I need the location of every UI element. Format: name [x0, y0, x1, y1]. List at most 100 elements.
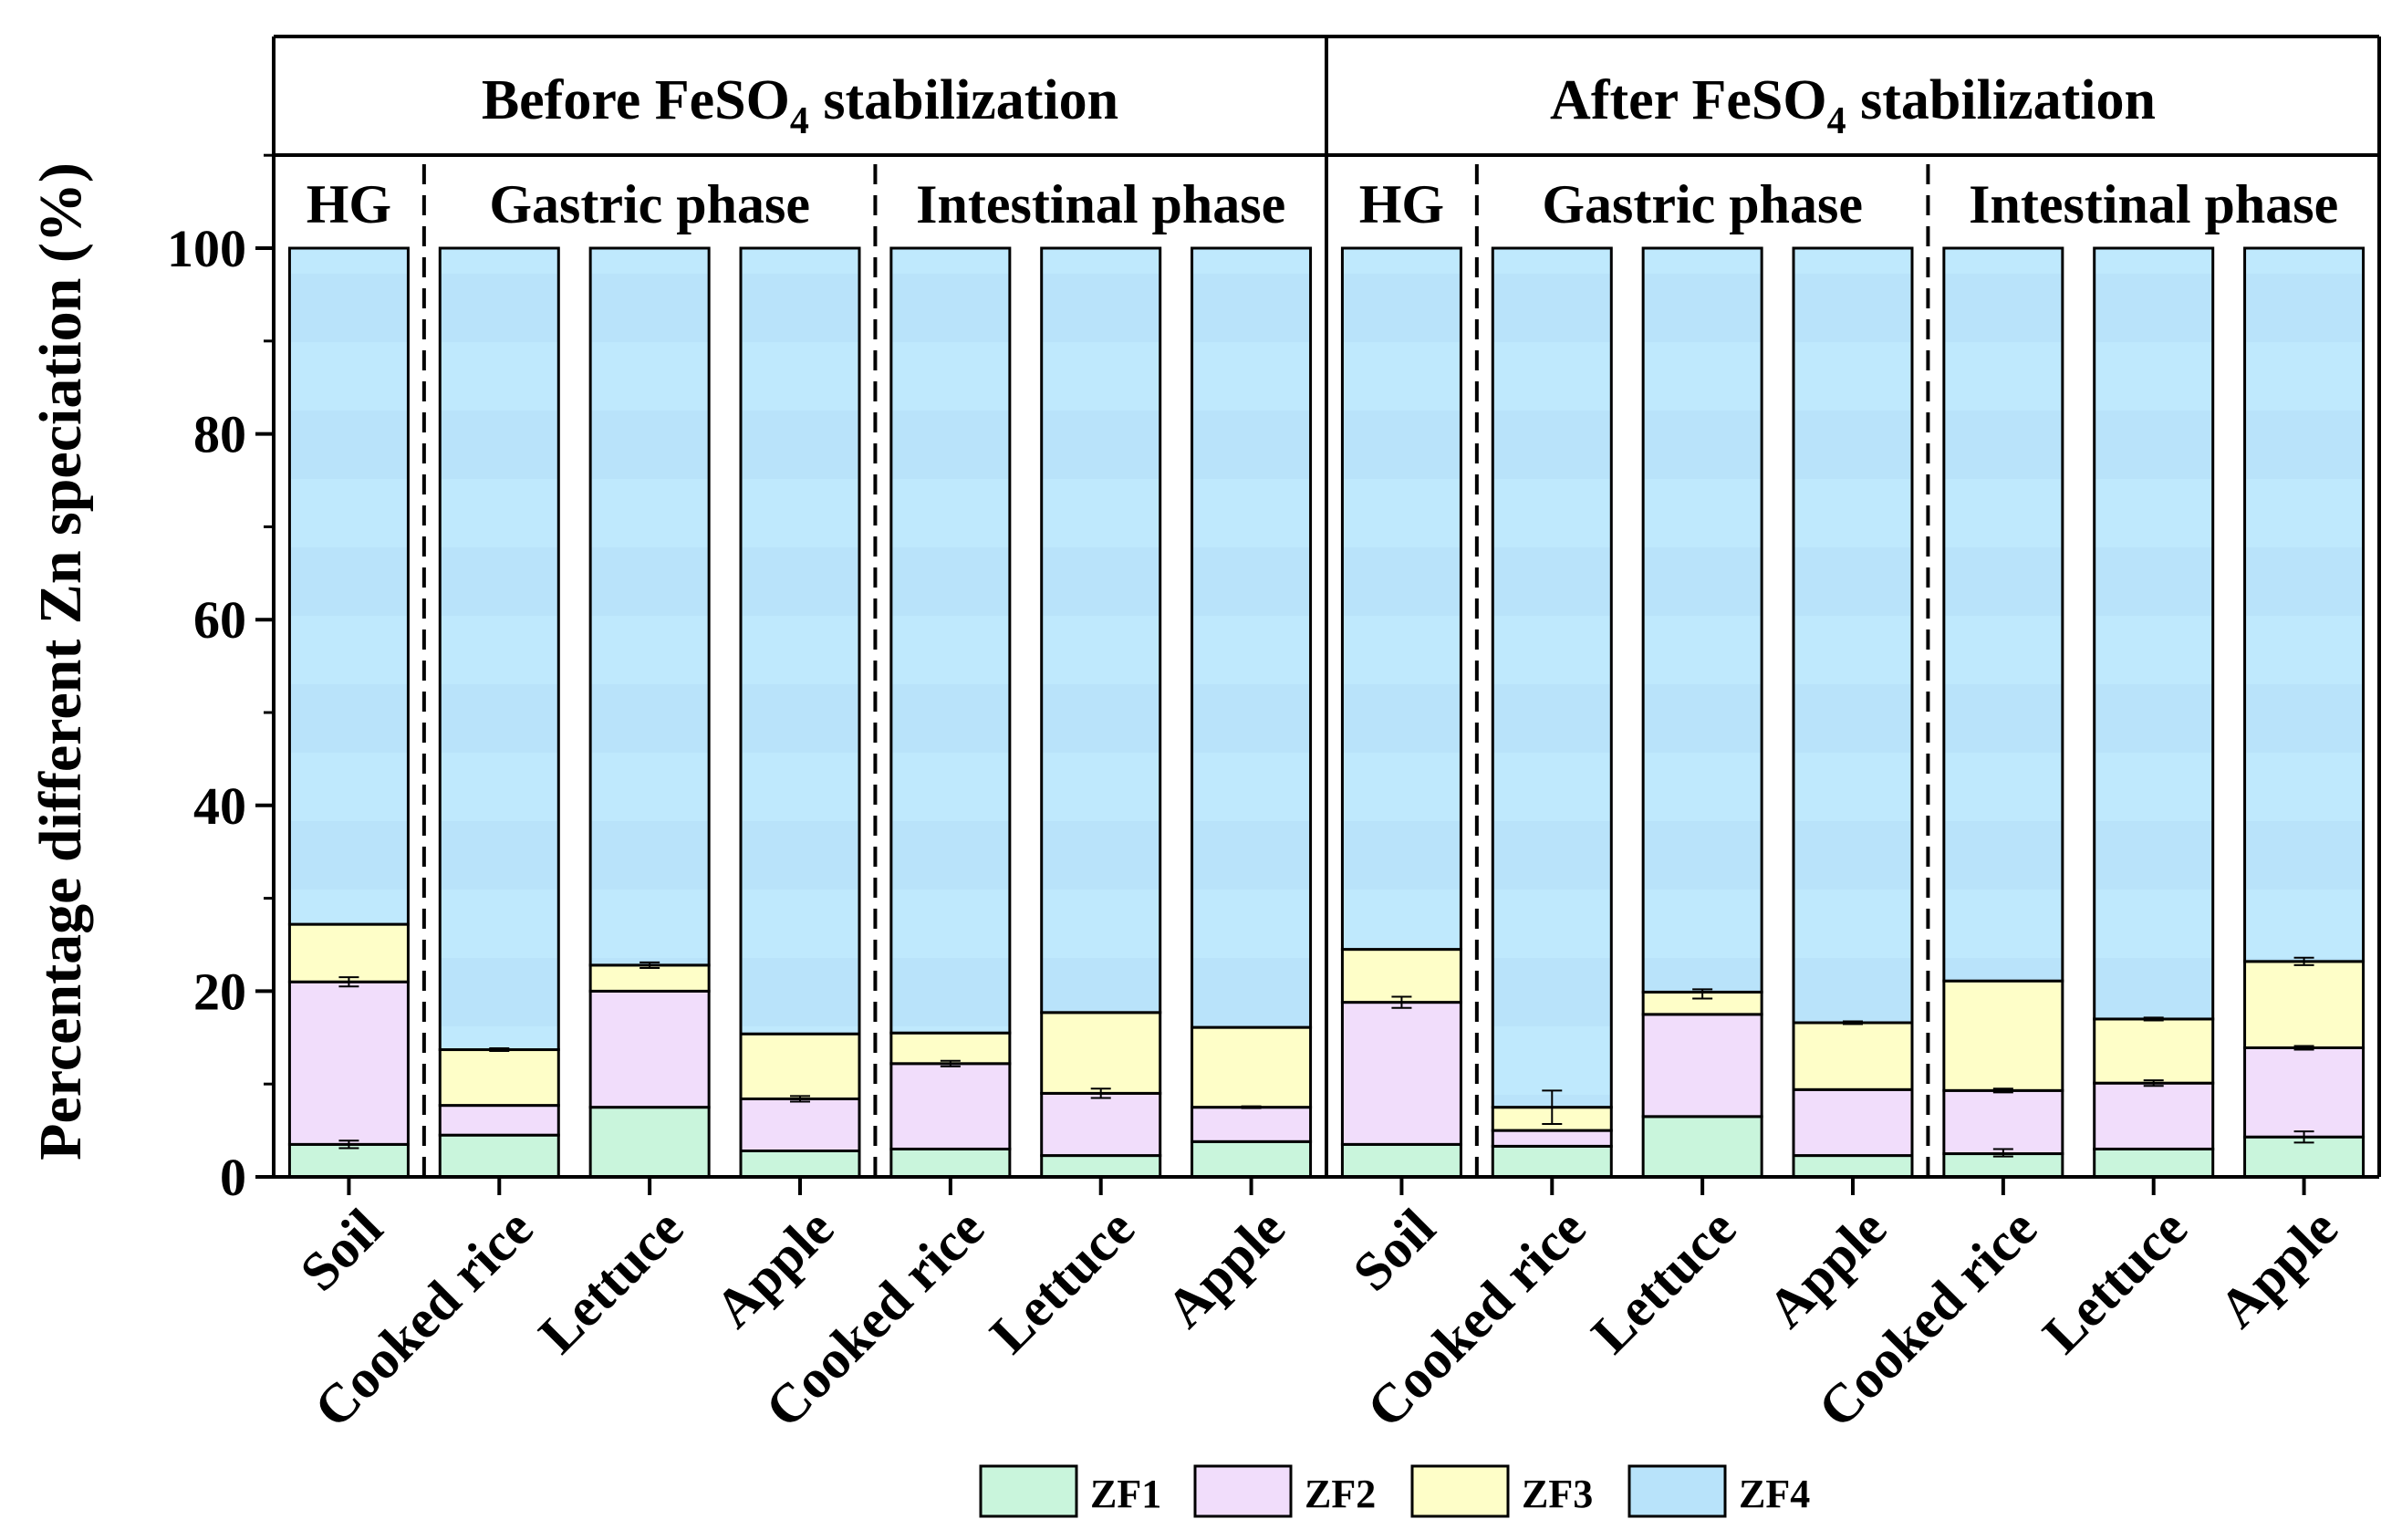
- legend-item-zf1: ZF1: [979, 1464, 1161, 1518]
- bar-zf3-7: [1340, 948, 1462, 1004]
- group-title-0: Before FeSO4 stabilization: [482, 69, 1118, 142]
- legend-item-zf2: ZF2: [1193, 1464, 1376, 1518]
- phase-label-2: Intestinal phase: [916, 174, 1285, 234]
- x-tick-label-9: Lettuce: [1580, 1198, 1747, 1365]
- bar-zf2-5: [1040, 1091, 1162, 1158]
- error-bar-11: [1843, 1020, 1863, 1025]
- bar-zf4-8: [1491, 246, 1613, 1109]
- x-tick-label-6: Apple: [1155, 1198, 1296, 1339]
- bar-zf3-3: [739, 1032, 861, 1100]
- x-tick-label-3: Apple: [703, 1198, 845, 1339]
- error-bar-9: [1542, 1089, 1563, 1125]
- bar-zf4-0: [287, 246, 410, 926]
- error-bar-12: [1992, 1148, 2013, 1158]
- bar-zf3-13: [2243, 960, 2366, 1049]
- x-tick-label-7: Soil: [1342, 1198, 1447, 1303]
- error-bar-8: [1391, 995, 1412, 1009]
- bar-zf4-4: [889, 246, 1012, 1035]
- bar-zf2-9: [1641, 1013, 1763, 1119]
- error-bar-0: [338, 1139, 359, 1150]
- error-bar-7: [1241, 1105, 1262, 1109]
- bar-zf3-5: [1040, 1011, 1162, 1095]
- legend: ZF1 ZF2 ZF3 ZF4: [979, 1464, 1810, 1518]
- bar-zf1-1: [438, 1133, 560, 1179]
- bar-zf2-1: [438, 1104, 560, 1137]
- bar-zf2-7: [1340, 1001, 1462, 1146]
- phase-label-5: Intestinal phase: [1969, 174, 2338, 234]
- error-bar-18: [2293, 956, 2314, 966]
- bar-zf4-2: [588, 246, 711, 967]
- bar-zf2-8: [1491, 1129, 1613, 1148]
- phase-label-4: Gastric phase: [1542, 174, 1863, 234]
- y-axis-label: Percentage different Zn speciation (%): [27, 162, 94, 1160]
- bar-zf2-4: [889, 1062, 1012, 1150]
- x-tick-label-0: Soil: [289, 1198, 394, 1303]
- error-bar-10: [1692, 988, 1713, 1000]
- x-tick-label-10: Apple: [1756, 1198, 1898, 1339]
- phase-label-0: HG: [307, 174, 391, 234]
- bar-zf1-0: [287, 1142, 410, 1179]
- bar-zf4-1: [438, 246, 560, 1052]
- bar-zf1-4: [889, 1147, 1012, 1179]
- bar-zf2-11: [1942, 1088, 2064, 1156]
- x-tick-label-13: Apple: [2208, 1198, 2349, 1339]
- error-bar-14: [2143, 1016, 2164, 1022]
- bar-zf3-10: [1792, 1021, 1914, 1091]
- bar-zf1-8: [1491, 1144, 1613, 1179]
- group-title-1: After FeSO4 stabilization: [1550, 69, 2156, 142]
- legend-item-zf4: ZF4: [1627, 1464, 1810, 1518]
- phase-label-1: Gastric phase: [489, 174, 810, 234]
- group-header: Before FeSO4 stabilization After FeSO4 st…: [307, 69, 2339, 234]
- bar-zf1-6: [1191, 1139, 1313, 1179]
- legend-swatch-zf2: [1193, 1464, 1293, 1518]
- bar-zf1-2: [588, 1106, 711, 1179]
- error-bar-5: [940, 1059, 961, 1067]
- legend-item-zf3: ZF3: [1410, 1464, 1593, 1518]
- bar-zf2-0: [287, 980, 410, 1146]
- y-tick-label-60: 60: [193, 590, 246, 650]
- bar-zf3-1: [438, 1048, 560, 1108]
- error-bar-15: [2143, 1079, 2164, 1087]
- y-tick-label-80: 80: [193, 405, 246, 464]
- legend-label-zf2: ZF2: [1305, 1472, 1376, 1516]
- error-bar-1: [338, 976, 359, 988]
- legend-label-zf3: ZF3: [1522, 1472, 1593, 1516]
- bar-zf3-6: [1191, 1025, 1313, 1109]
- bar-zf1-3: [739, 1149, 861, 1179]
- bar-zf4-5: [1040, 246, 1162, 1015]
- bar-zf1-10: [1792, 1154, 1914, 1179]
- x-tick-label-5: Lettuce: [979, 1198, 1146, 1365]
- legend-swatch-zf3: [1410, 1464, 1510, 1518]
- bars: [287, 246, 2366, 1179]
- bar-zf3-4: [889, 1031, 1012, 1066]
- x-tick-label-12: Lettuce: [2032, 1198, 2199, 1365]
- error-bar-3: [639, 961, 660, 969]
- phase-label-3: HG: [1359, 174, 1444, 234]
- bar-zf1-9: [1641, 1115, 1763, 1179]
- legend-swatch-zf1: [979, 1464, 1078, 1518]
- error-bar-17: [2293, 1045, 2314, 1051]
- error-bar-4: [790, 1095, 810, 1103]
- bar-zf2-2: [588, 989, 711, 1109]
- bar-zf3-12: [2093, 1017, 2215, 1085]
- bar-zf3-0: [287, 922, 410, 983]
- bar-zf4-7: [1340, 246, 1462, 952]
- bar-zf2-10: [1792, 1087, 1914, 1158]
- y-tick-label-100: 100: [167, 219, 246, 278]
- bar-zf2-13: [2243, 1046, 2366, 1139]
- axes: 0 20 40 60 80 100: [167, 35, 2381, 1207]
- bar-zf1-5: [1040, 1154, 1162, 1179]
- bar-zf4-12: [2093, 246, 2215, 1021]
- x-tick-label-2: Lettuce: [527, 1198, 694, 1365]
- bar-zf4-6: [1191, 246, 1313, 1029]
- y-tick-label-20: 20: [193, 962, 246, 1021]
- bar-zf4-3: [739, 246, 861, 1035]
- legend-swatch-zf4: [1627, 1464, 1727, 1518]
- legend-label-zf1: ZF1: [1090, 1472, 1161, 1516]
- bar-zf4-10: [1792, 246, 1914, 1025]
- legend-label-zf4: ZF4: [1739, 1472, 1810, 1516]
- bar-zf2-12: [2093, 1081, 2215, 1150]
- bar-zf4-13: [2243, 246, 2366, 963]
